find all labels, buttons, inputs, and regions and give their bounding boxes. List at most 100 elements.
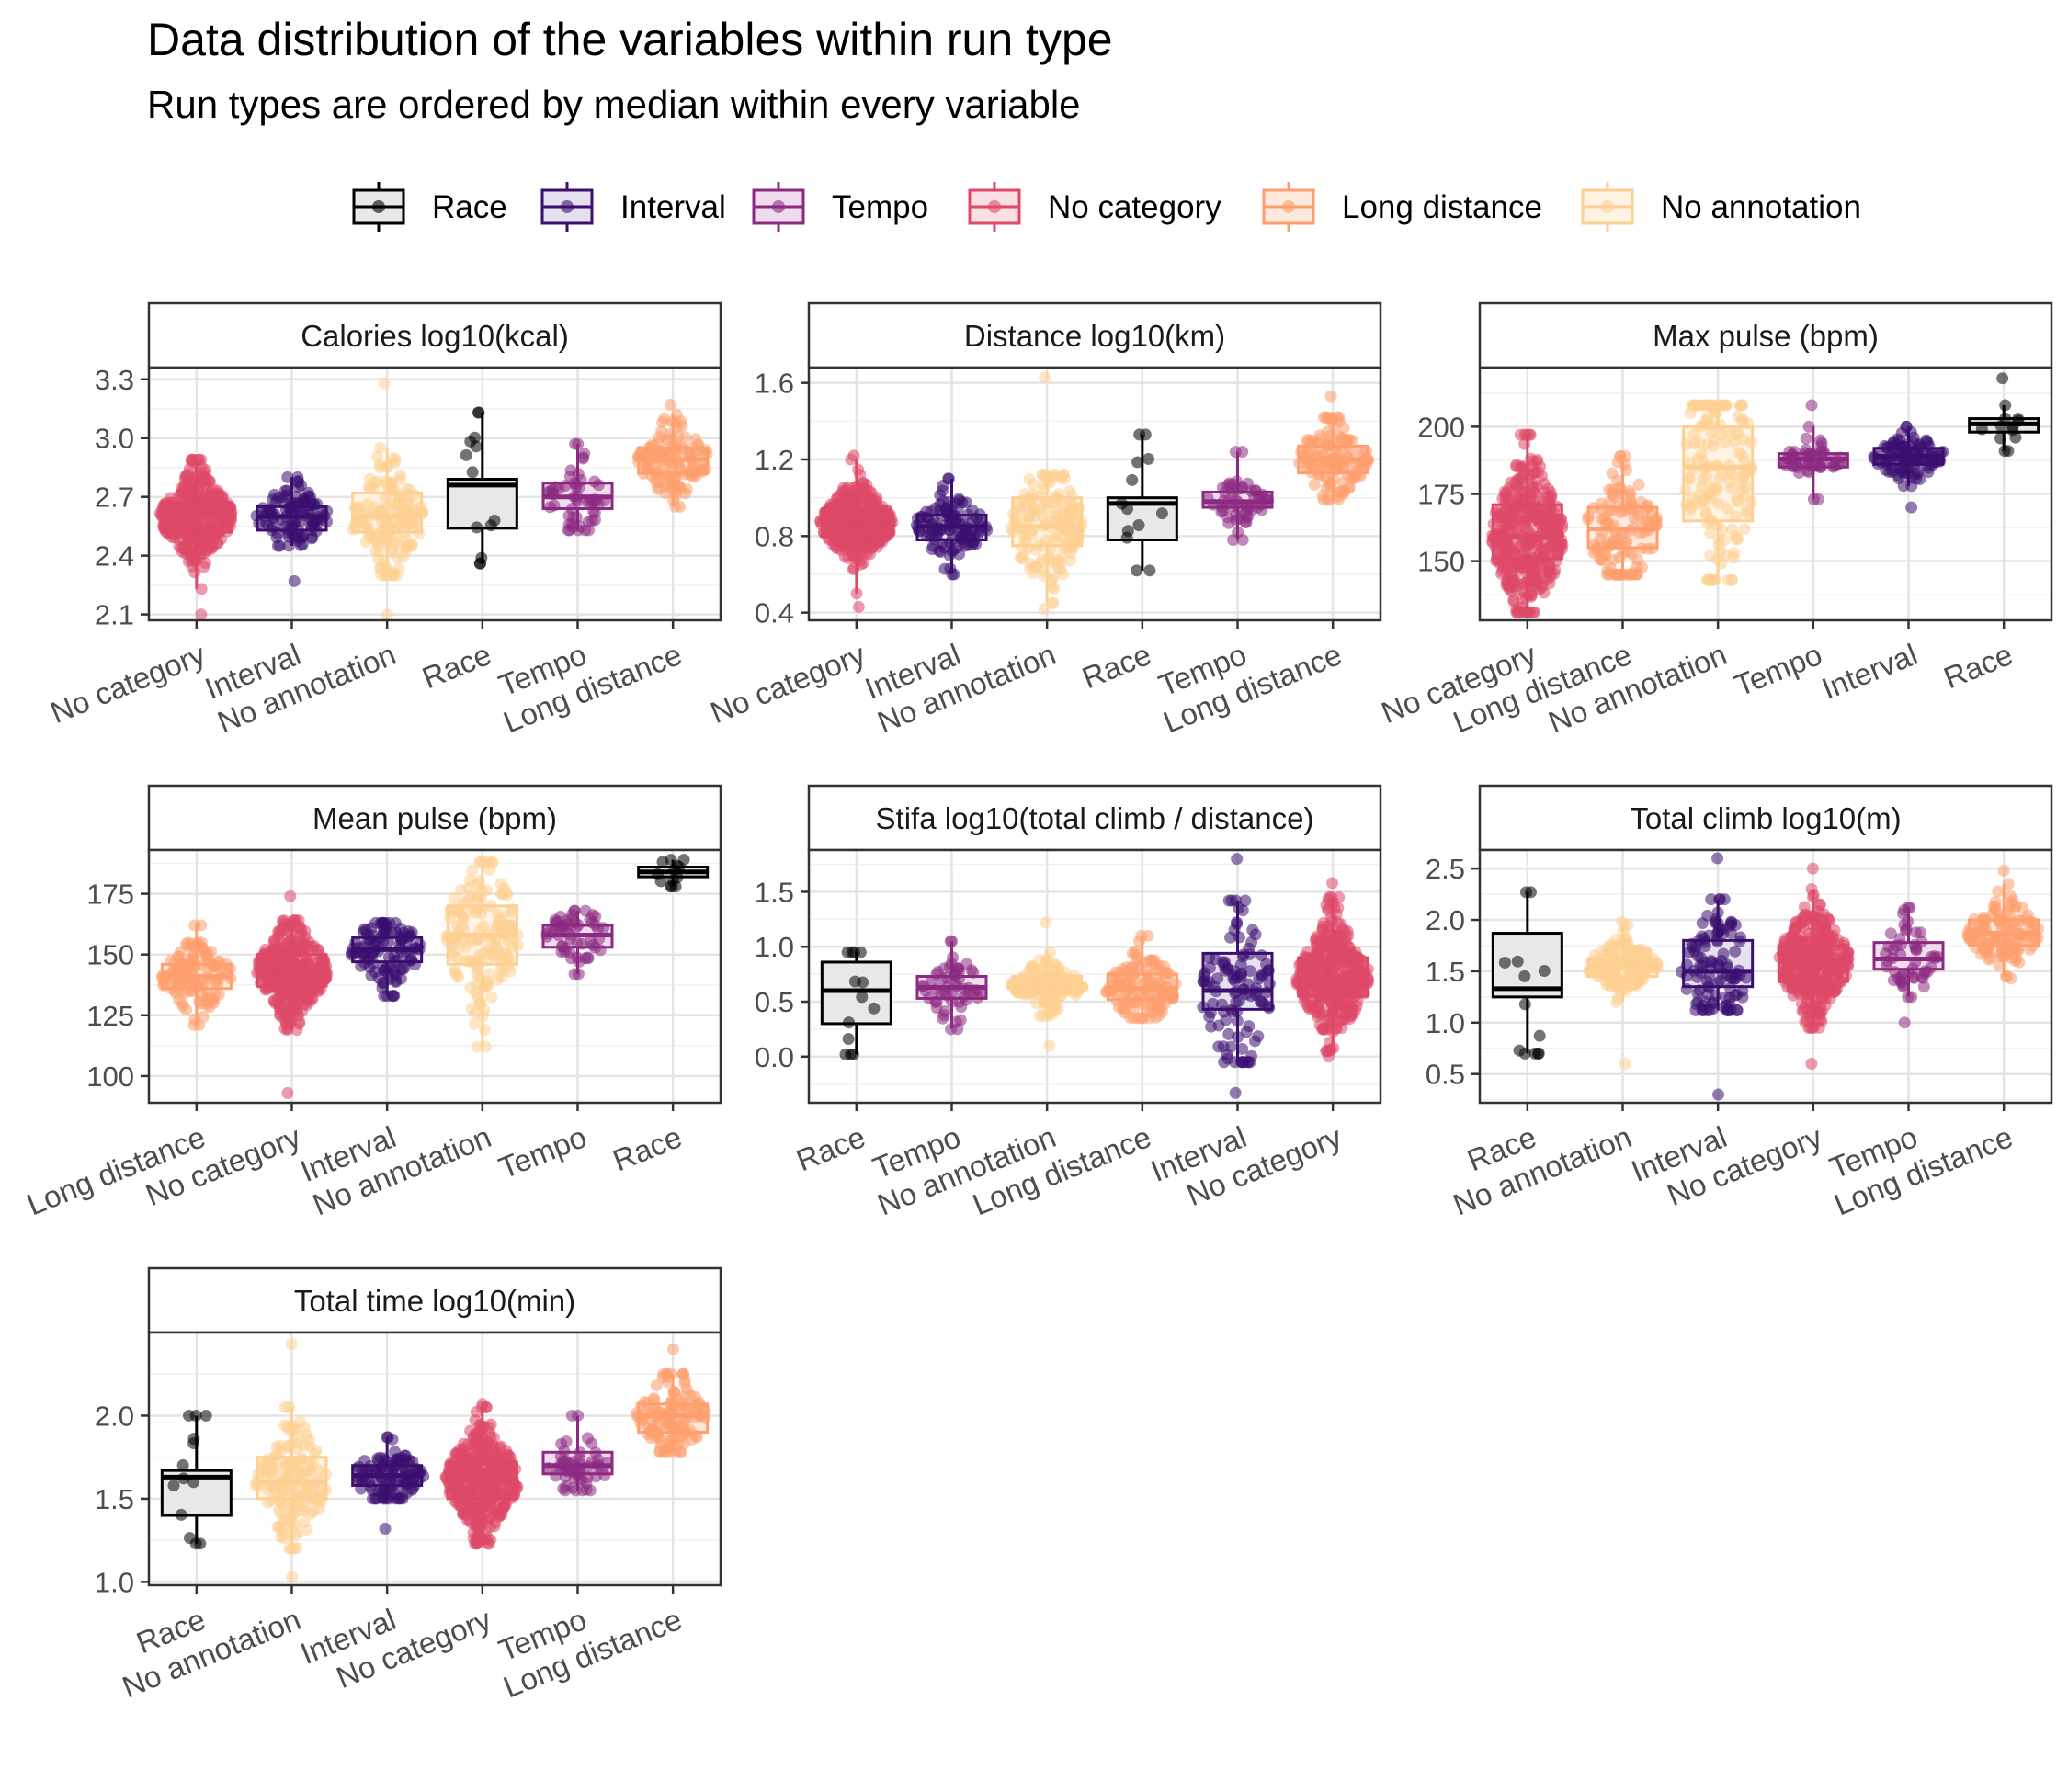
facet-strip xyxy=(147,301,722,369)
data-point xyxy=(1619,1058,1631,1071)
points-tempo xyxy=(1201,446,1275,546)
data-point xyxy=(1316,1008,1329,1021)
legend-item-race: Race xyxy=(352,182,507,232)
data-point xyxy=(1255,994,1267,1007)
data-point xyxy=(193,537,206,550)
data-point xyxy=(1100,986,1113,999)
data-point xyxy=(469,934,482,947)
data-point xyxy=(497,955,510,968)
data-point xyxy=(210,975,222,988)
data-point xyxy=(1044,1004,1057,1017)
data-point xyxy=(1256,970,1268,982)
data-point xyxy=(299,924,312,937)
data-point xyxy=(1215,505,1228,518)
data-point xyxy=(1726,972,1739,985)
y-tick-label: 2.0 xyxy=(1426,904,1465,936)
data-point xyxy=(1231,1004,1244,1017)
data-point xyxy=(475,902,488,914)
data-point xyxy=(1817,445,1830,458)
data-point xyxy=(197,1010,210,1023)
data-point xyxy=(954,1014,967,1026)
data-point xyxy=(1354,967,1367,980)
data-point xyxy=(654,875,667,888)
legend-label: Tempo xyxy=(832,189,928,225)
data-point xyxy=(930,1002,943,1015)
data-point xyxy=(1829,452,1842,465)
data-point xyxy=(1017,550,1030,562)
data-point xyxy=(320,971,333,984)
data-point xyxy=(1121,525,1134,538)
data-point xyxy=(1725,918,1738,931)
y-tick-label: 2.1 xyxy=(95,599,134,631)
y-tick-label: 1.6 xyxy=(755,368,794,400)
facet-panel-total-climb-log10-m: Total climb log10(m)0.51.01.52.02.5RaceN… xyxy=(1426,784,2053,1221)
data-point xyxy=(667,493,680,506)
facet-panel-distance-log10-km: Distance log10(km)0.40.81.21.6No categor… xyxy=(706,301,1382,739)
data-point xyxy=(958,990,971,1003)
data-point xyxy=(1302,455,1315,468)
data-point xyxy=(195,460,208,473)
data-point xyxy=(582,952,595,965)
data-point xyxy=(381,459,393,472)
data-point xyxy=(381,608,394,621)
data-point xyxy=(562,518,575,531)
data-point xyxy=(1620,464,1633,477)
data-point xyxy=(313,949,326,962)
y-tick-label: 0.5 xyxy=(1426,1059,1465,1091)
data-point xyxy=(464,981,477,994)
data-point xyxy=(302,936,315,948)
data-point xyxy=(1710,459,1723,472)
data-point xyxy=(1201,492,1214,505)
data-point xyxy=(1237,1056,1250,1069)
data-point xyxy=(1805,399,1818,412)
data-point xyxy=(1320,412,1333,425)
data-point xyxy=(1319,440,1332,453)
data-point xyxy=(912,521,925,534)
data-point xyxy=(1303,983,1316,996)
data-point xyxy=(1153,962,1165,975)
data-point xyxy=(1496,555,1509,568)
data-point xyxy=(1037,519,1050,532)
data-point xyxy=(1321,903,1334,916)
data-point xyxy=(1596,513,1608,526)
data-point xyxy=(1112,979,1125,992)
data-point xyxy=(1518,998,1531,1011)
data-point xyxy=(1550,524,1562,537)
data-point xyxy=(386,483,399,496)
data-point xyxy=(952,493,965,505)
data-point xyxy=(362,480,375,493)
points-interval xyxy=(910,472,994,581)
y-tick-label: 3.3 xyxy=(95,364,134,396)
data-point xyxy=(267,969,279,981)
data-point xyxy=(1313,1018,1326,1031)
data-point xyxy=(1323,994,1335,1007)
data-point xyxy=(1342,482,1355,494)
data-point xyxy=(1057,539,1070,552)
data-point xyxy=(292,475,305,488)
data-point xyxy=(1588,948,1601,961)
data-point xyxy=(367,946,380,958)
data-point xyxy=(1526,477,1539,490)
data-point xyxy=(1680,970,1693,982)
data-point xyxy=(1332,931,1345,944)
data-point xyxy=(159,497,172,510)
data-point xyxy=(1740,504,1753,516)
points-race xyxy=(1115,428,1168,577)
data-point xyxy=(195,608,208,621)
data-point xyxy=(586,938,599,951)
data-point xyxy=(1724,1004,1737,1016)
data-point xyxy=(281,471,294,483)
data-point xyxy=(1344,956,1357,969)
data-point xyxy=(392,551,404,564)
data-point xyxy=(1807,493,1820,505)
data-point xyxy=(562,509,575,522)
data-point xyxy=(176,516,189,528)
data-point xyxy=(1304,445,1317,458)
data-point xyxy=(1518,511,1531,524)
data-point xyxy=(1024,562,1037,575)
data-point xyxy=(664,399,676,412)
y-tick-label: 175 xyxy=(1417,479,1465,511)
data-point xyxy=(1711,852,1724,865)
data-point xyxy=(1595,541,1608,554)
data-point xyxy=(1713,471,1726,484)
